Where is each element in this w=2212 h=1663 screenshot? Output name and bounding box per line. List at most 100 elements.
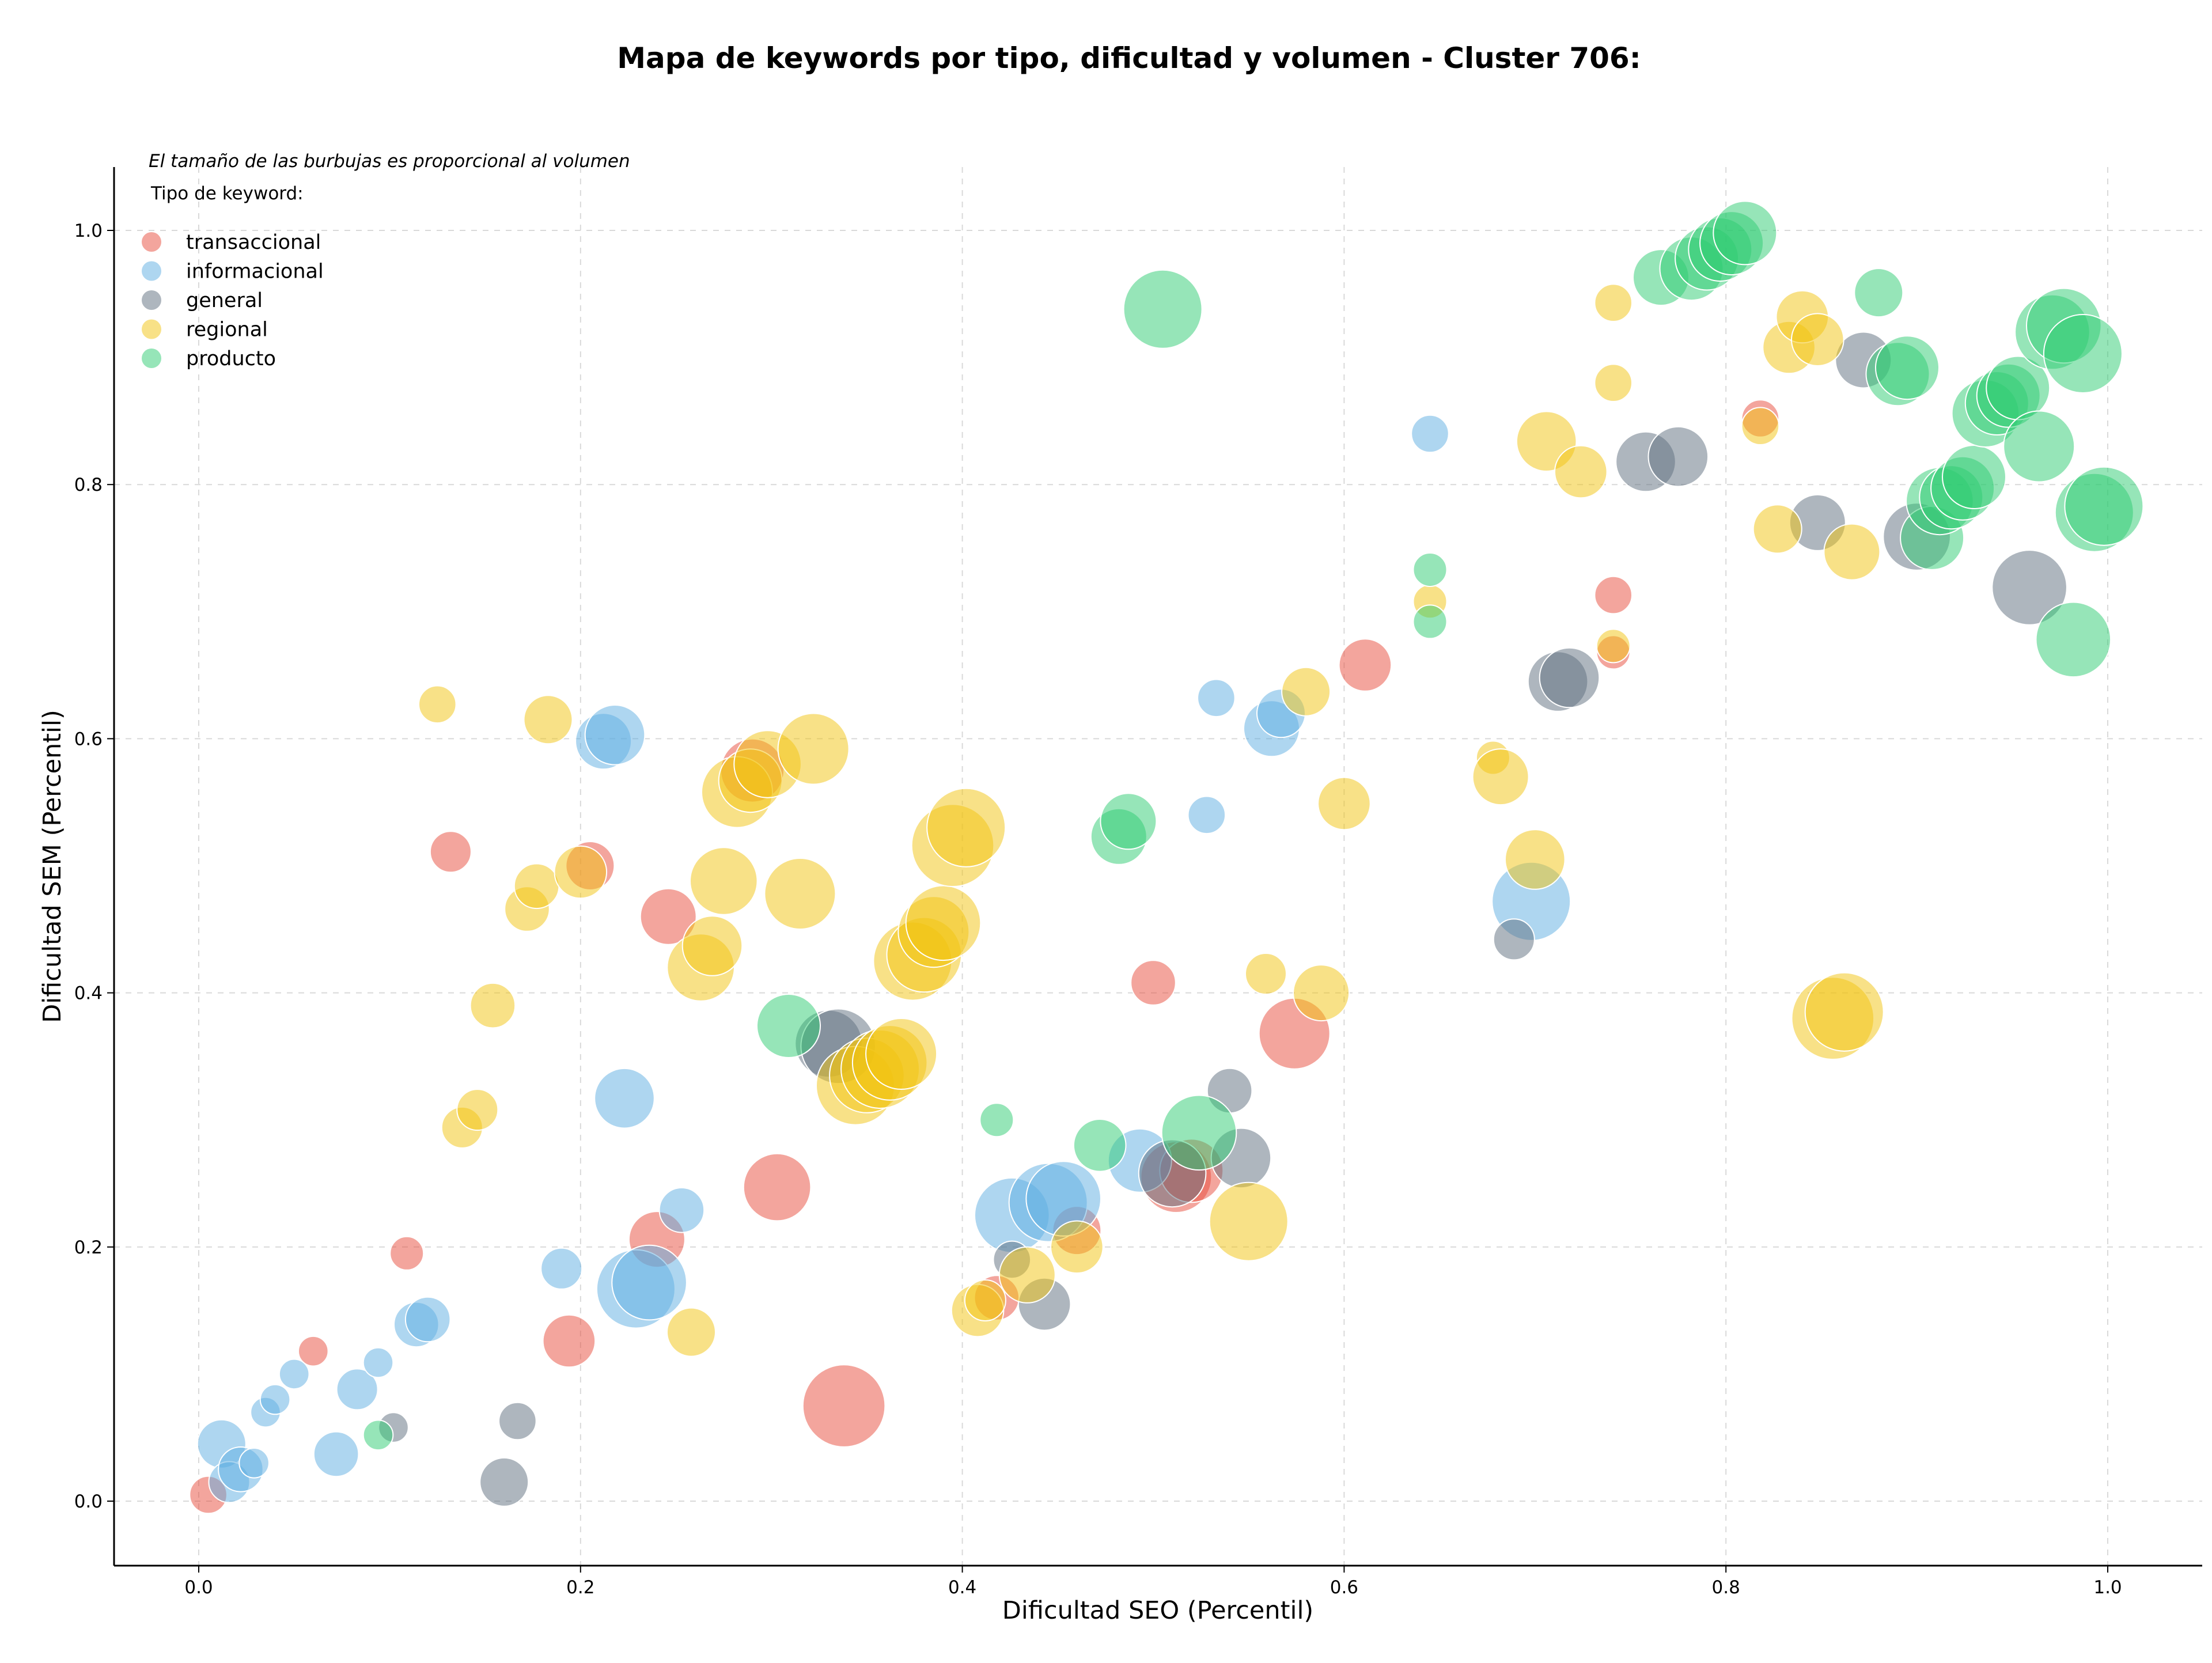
x-tick-label: 0.6 — [1330, 1577, 1358, 1598]
bubble-regional — [865, 1018, 938, 1090]
bubble-regional — [523, 695, 573, 745]
x-tick-label: 1.0 — [2093, 1577, 2122, 1598]
bubble-transaccional — [1338, 638, 1392, 692]
bubble-transaccional — [298, 1335, 329, 1367]
bubble-informacional — [1411, 414, 1449, 453]
bubble-regional — [1472, 748, 1529, 806]
volume-note: El tamaño de las burbujas es proporciona… — [149, 151, 630, 172]
bubble-regional — [777, 713, 850, 785]
bubble-general — [1647, 426, 1709, 487]
bubble-regional — [418, 685, 457, 724]
bubble-regional — [469, 982, 516, 1029]
bubble-producto — [1412, 552, 1448, 587]
bubble-regional — [764, 858, 836, 930]
bubbles — [189, 200, 2144, 1514]
bubble-producto — [2064, 466, 2144, 546]
bubble-transaccional — [1594, 575, 1633, 615]
bubble-producto — [1854, 268, 1904, 318]
bubble-regional — [998, 1246, 1056, 1304]
bubble-transaccional — [542, 1314, 596, 1368]
bubble-regional — [554, 845, 608, 899]
bubble-regional — [1752, 504, 1802, 554]
bubble-informacional — [238, 1448, 270, 1479]
bubble-producto — [1875, 335, 1940, 400]
bubble-regional — [1804, 972, 1884, 1052]
bubble-regional — [964, 1279, 1006, 1321]
bubble-regional — [1594, 363, 1633, 403]
bubble-regional — [456, 1089, 499, 1131]
series-general — [378, 331, 2067, 1507]
bubble-informacional — [362, 1347, 394, 1378]
bubble-informacional — [594, 1067, 655, 1129]
bubble-regional — [1554, 445, 1608, 499]
bubble-regional — [926, 787, 1006, 868]
x-tick-label: 0.0 — [184, 1577, 213, 1598]
legend-marker-transaccional — [142, 232, 161, 252]
bubble-producto — [2035, 601, 2112, 678]
y-axis-label: Dificultad SEM (Percentil) — [38, 710, 67, 1023]
legend: Tipo de keyword: transaccional informacio… — [142, 183, 324, 370]
legend-label-producto: producto — [186, 347, 276, 370]
bubble-producto — [1942, 445, 2006, 509]
bubble-regional — [690, 847, 758, 915]
bubble-regional — [513, 863, 560, 910]
bubble-regional — [681, 915, 743, 976]
legend-marker-regional — [142, 319, 161, 339]
series-transaccional — [189, 399, 1780, 1514]
bubble-producto — [2003, 410, 2075, 483]
bubble-informacional — [584, 704, 646, 766]
series-informacional — [196, 414, 1571, 1503]
y-tick-label: 0.6 — [74, 729, 103, 749]
bubble-regional — [666, 1307, 716, 1357]
bubble-regional — [1596, 628, 1631, 664]
bubble-regional — [1505, 829, 1566, 890]
bubble-regional — [1293, 964, 1350, 1022]
y-tick-label: 0.2 — [74, 1237, 103, 1258]
bubble-regional — [1050, 1220, 1104, 1274]
bubble-informacional — [336, 1368, 378, 1411]
y-tick-label: 0.8 — [74, 475, 103, 495]
x-tick-label: 0.8 — [1712, 1577, 1740, 1598]
bubble-informacional — [540, 1247, 583, 1290]
legend-label-regional: regional — [186, 319, 268, 342]
bubble-producto — [362, 1419, 394, 1451]
bubble-transaccional — [639, 888, 697, 945]
y-tick-label: 0.0 — [74, 1491, 103, 1512]
bubble-producto — [1073, 1119, 1127, 1172]
axis-ticks: 0.0 0.2 0.4 0.6 0.8 1.0 0.0 0.2 0.4 0.6 0.8 1.0 — [74, 221, 2122, 1598]
bubble-regional — [1245, 953, 1287, 995]
bubble-regional — [1791, 313, 1844, 367]
bubble-transaccional — [802, 1364, 886, 1448]
bubble-informacional — [404, 1296, 451, 1343]
bubble-informacional — [658, 1187, 705, 1233]
bubble-regional — [1317, 776, 1371, 831]
series-regional — [418, 283, 1884, 1357]
bubble-transaccional — [743, 1153, 812, 1222]
y-tick-label: 0.4 — [74, 983, 103, 1004]
bubble-producto — [1713, 200, 1778, 266]
legend-marker-informacional — [142, 261, 161, 281]
bubble-regional — [1209, 1181, 1289, 1262]
bubble-informacional — [313, 1431, 359, 1478]
bubble-transaccional — [429, 831, 472, 873]
bubble-regional — [905, 885, 982, 961]
bubble-producto — [979, 1103, 1014, 1138]
bubble-general — [479, 1457, 529, 1507]
bubble-producto — [2043, 314, 2123, 393]
x-tick-label: 0.4 — [948, 1577, 976, 1598]
bubble-general — [1493, 918, 1535, 961]
bubble-producto — [756, 994, 821, 1058]
legend-label-general: general — [186, 289, 263, 312]
bubble-informacional — [259, 1384, 291, 1415]
bubble-informacional — [1197, 679, 1236, 718]
x-axis-label: Dificultad SEO (Percentil) — [1002, 1596, 1313, 1625]
bubble-producto — [1100, 793, 1157, 850]
legend-items: transaccional informacional general regiona… — [142, 231, 324, 370]
bubble-informacional — [611, 1244, 687, 1321]
bubble-producto — [1123, 269, 1203, 349]
chart-title: Mapa de keywords por tipo, dificultad y … — [617, 41, 1641, 75]
bubble-informacional — [1187, 795, 1226, 835]
bubble-regional — [1741, 407, 1780, 446]
bubble-transaccional — [1130, 960, 1176, 1006]
